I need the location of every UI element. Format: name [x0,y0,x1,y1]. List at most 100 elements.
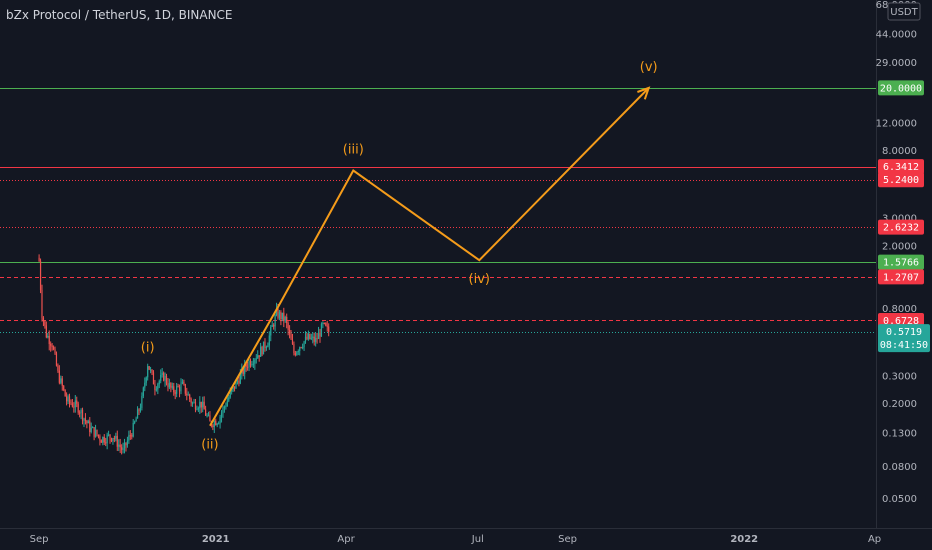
candle-body [199,401,201,409]
candle-body [47,335,49,338]
candle-body [312,336,314,338]
candle-body [135,418,137,422]
candle-body [197,408,199,410]
candle-body [142,387,144,396]
candle-body [215,420,217,426]
candle-body [161,372,163,376]
candle-body [218,423,220,425]
candle-body [245,363,247,367]
candle-body [260,346,262,357]
candle-body [313,336,315,342]
time-scale[interactable]: Sep 2021 Apr Jul Sep 2022 Ap [0,528,932,546]
candle-body [52,347,55,350]
candle-body [96,429,98,435]
candle-body [125,442,127,446]
candle-body [44,321,46,326]
candle-body [326,325,328,327]
candle-body [287,323,289,331]
candle-body [189,394,191,399]
candle-body [141,395,143,408]
candle-body [244,363,246,374]
candle-body [225,406,227,408]
candle-body [193,401,195,403]
candle-body [103,436,105,443]
level-badge-label: 1.2707 [883,272,919,283]
candle-body [300,347,302,349]
price-ticks: 44.0000 29.0000 12.0000 8.0000 3.0000 2.0000 0… [876,0,917,505]
candle-body [126,440,129,446]
countdown-label: 08:41:50 [880,340,928,351]
candle-body [173,386,175,393]
level-badge [878,254,924,270]
candle-body [286,316,288,324]
candle-body [194,401,197,410]
candle-body [73,406,75,408]
candle-body [220,413,223,417]
price-tick-label: 0.8000 [882,304,917,315]
candle-body [297,351,299,353]
wave-arrowhead [637,86,651,100]
candle-body [105,442,107,444]
level-badge [878,219,924,235]
price-tick-label: 0.0800 [882,462,917,473]
candle-body [152,372,155,385]
candle-body [54,349,56,354]
candle-body [288,330,291,334]
price-tick-label: 2.0000 [882,241,917,252]
price-tick-label: 0.0500 [882,494,917,505]
level-badge-label: 2.6232 [883,223,919,234]
wave-path [209,87,650,427]
level-badge-label: 0.6728 [883,316,919,327]
last-price-badge [878,324,930,353]
price-badges: 20.0000 6.3412 5.2400 2.6232 1.5766 1.2707 0.6… [878,80,930,353]
candle-body [190,398,192,404]
candle-body [262,341,265,355]
candle-body [122,448,124,450]
candle-body [232,386,234,390]
level-badge [878,269,924,285]
time-tick-label: Ap [868,534,881,545]
candle-body [138,409,140,411]
currency-badge[interactable]: USDT [887,2,921,21]
candle-body [183,381,185,385]
candle-body [83,418,85,421]
candle-body [123,442,126,449]
candle-body [261,346,263,355]
candle-body [147,366,149,378]
candle-body [323,323,325,325]
candle-body [306,336,308,340]
candle-body [180,383,182,392]
candle-body [257,355,259,359]
candle-body [258,355,260,357]
wave-label: (iv) [469,272,490,287]
level-badge-label: 20.0000 [880,83,922,94]
candle-body [278,312,281,318]
candle-body [322,323,324,325]
level-badge [878,159,924,175]
candle-body [170,382,172,388]
candle-body [128,435,130,441]
candle-body [251,364,253,366]
price-tick-label: 12.0000 [876,118,917,129]
candle-body [181,381,184,384]
candle-body [238,380,240,384]
candle-body [158,380,160,385]
price-scale[interactable]: 44.0000 29.0000 12.0000 8.0000 3.0000 2.0000 0… [876,0,930,528]
candle-body [264,341,266,348]
candle-body [92,427,94,429]
candle-body [80,409,82,413]
candle-body [57,365,59,371]
price-tick-label: 0.2000 [882,399,917,410]
candle-body [71,403,73,407]
candle-body [249,361,252,366]
candle-body [281,312,283,320]
candle-body [145,377,147,383]
candle-body [154,384,156,390]
candle-body [219,416,221,424]
candle-body [216,423,218,426]
time-tick-label: Sep [558,534,577,545]
candle-body [233,386,236,389]
candle-body [38,257,40,262]
candle-body [68,396,71,403]
